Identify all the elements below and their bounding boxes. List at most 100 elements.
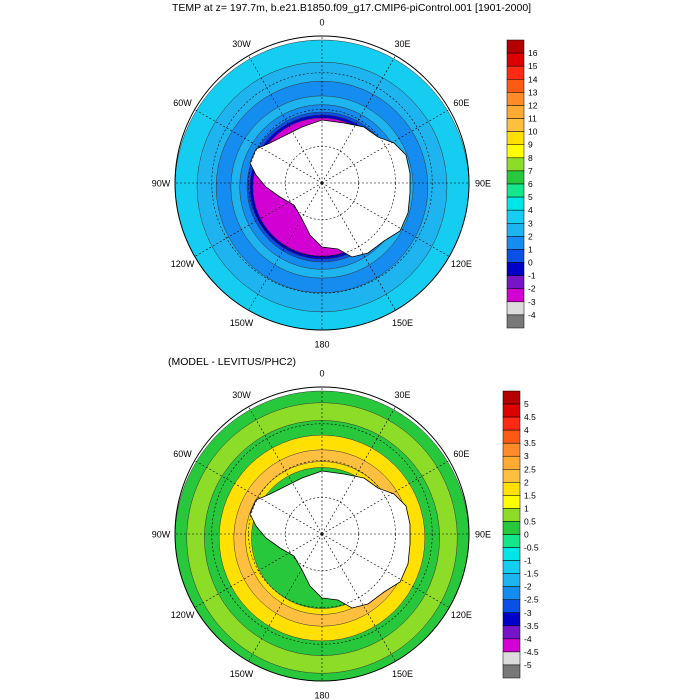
bottom-lon-label: 90E [475, 530, 491, 540]
top-colorbar-label: 4 [528, 205, 533, 215]
bottom-colorbar-box [502, 625, 521, 640]
top-colorbar-label: 2 [528, 231, 533, 241]
top-colorbar-box [506, 170, 525, 185]
bottom-colorbar-box [502, 508, 521, 522]
bottom-meridian-10 [194, 460, 323, 535]
bottom-colorbar-box [502, 573, 521, 587]
top-colorbar-box [506, 92, 525, 106]
top-colorbar-box [506, 39, 525, 54]
top-lon-label: 30W [232, 39, 251, 49]
top-colorbar-label: 16 [528, 48, 538, 58]
top-colorbar-box [506, 275, 525, 289]
top-lon-label: 180 [314, 340, 329, 350]
top-colorbar-box [506, 105, 525, 119]
bottom-colorbar-box [502, 429, 521, 444]
bottom-colorbar-box [502, 469, 521, 483]
bottom-colorbar-label: 1.5 [524, 490, 536, 500]
top-colorbar-box [506, 183, 525, 198]
bottom-colorbar-label: -3 [524, 608, 532, 618]
bottom-meridian-1 [321, 406, 396, 535]
top-colorbar-box [506, 223, 525, 237]
top-colorbar-box [506, 157, 525, 172]
top-colorbar-label: -3 [528, 297, 536, 307]
bottom-colorbar-label: -3.5 [524, 621, 539, 631]
bottom-colorbar-label: 2 [524, 477, 529, 487]
bottom-colorbar-box [502, 599, 521, 614]
top-colorbar-label: 14 [528, 74, 538, 84]
bottom-colorbar-box [502, 547, 521, 561]
bottom-colorbar-label: 5 [524, 399, 529, 409]
top-lon-label: 60W [173, 98, 192, 108]
bottom-meridian-7 [248, 533, 323, 662]
top-meridian-5 [321, 182, 396, 311]
bottom-colorbar-box [502, 482, 521, 496]
top-lon-label: 90W [152, 179, 171, 189]
top-colorbar-label: 5 [528, 192, 533, 202]
bottom-colorbar-box [502, 638, 521, 653]
bottom-border [174, 386, 470, 682]
top-lon-label: 0 [319, 18, 324, 28]
bottom-colorbar: 5 4.5 4 3.5 3 2.5 2 1.5 1 0.5 0 -0.5 -1 -1.5 -2 -2.5 -3 -… [502, 390, 539, 679]
bottom-colorbar-label: 1 [524, 503, 529, 513]
top-colorbar-label: 3 [528, 218, 533, 228]
bottom-colorbar-box [502, 403, 521, 418]
bottom-colorbar-box [502, 612, 521, 627]
bottom-lon-label: 30E [394, 390, 410, 400]
top-colorbar-label: 7 [528, 166, 533, 176]
top-meridian-10 [194, 109, 323, 184]
bottom-lon-label: 60E [453, 449, 469, 459]
top-meridian-2 [321, 109, 450, 184]
top-meridian-11 [248, 55, 323, 184]
bottom-meridian-8 [194, 533, 323, 608]
top-colorbar-label: -1 [528, 271, 536, 281]
bottom-colorbar-label: -1 [524, 556, 532, 566]
bottom-colorbar-box [502, 521, 521, 535]
bottom-colorbar-label: 3.5 [524, 438, 536, 448]
top-colorbar-box [506, 249, 525, 263]
bottom-colorbar-label: 0.5 [524, 516, 536, 526]
top-colorbar-label: 0 [528, 258, 533, 268]
bottom-antarctica [249, 470, 411, 609]
top-colorbar-box [506, 52, 525, 67]
bottom-meridian-11 [248, 406, 323, 535]
top-colorbar-label: 10 [528, 127, 538, 137]
top-colorbar-box [506, 314, 525, 329]
bottom-meridian-4 [321, 533, 450, 608]
top-colorbar-box [506, 196, 525, 211]
top-lon-label: 30E [394, 39, 410, 49]
bottom-colorbar-label: -4.5 [524, 647, 539, 657]
top-lon-label: 150W [230, 318, 254, 328]
bottom-colorbar-box [502, 455, 521, 470]
bottom-lon-label: 0 [319, 369, 324, 379]
top-lon-label: 120W [171, 259, 195, 269]
top-meridian-8 [194, 182, 323, 257]
top-colorbar-label: -2 [528, 284, 536, 294]
bottom-colorbar-box [502, 390, 521, 405]
bottom-colorbar-box [502, 586, 521, 600]
bottom-meridian-2 [321, 460, 450, 535]
top-colorbar-label: 11 [528, 114, 537, 124]
top-lon-label: 150E [392, 318, 413, 328]
top-map: 030E60E90E120E150E180150W120W90W60W30W16… [152, 18, 538, 350]
top-colorbar-label: 15 [528, 61, 538, 71]
bottom-lon-label: 150E [392, 669, 413, 679]
bottom-colorbar-label: -1.5 [524, 569, 539, 579]
bottom-meridian-5 [321, 533, 396, 662]
bottom-colorbar-label: 4.5 [524, 412, 536, 422]
top-colorbar-label: 6 [528, 179, 533, 189]
bottom-colorbar-box [502, 560, 521, 574]
bottom-map-title: (MODEL - LEVITUS/PHC2) [168, 356, 296, 368]
top-antarctica [249, 119, 411, 258]
top-lat-circle-2 [211, 72, 433, 294]
bottom-colorbar-label: -0.5 [524, 543, 539, 553]
bottom-colorbar-label: 4 [524, 425, 529, 435]
top-colorbar-box [506, 79, 525, 93]
bottom-colorbar-label: -2.5 [524, 595, 539, 605]
bottom-colorbar-label: 0 [524, 530, 529, 540]
top-meridian-1 [321, 55, 396, 184]
top-colorbar-label: -4 [528, 310, 536, 320]
bottom-colorbar-label: -2 [524, 582, 532, 592]
bottom-lat-circle-2 [211, 423, 433, 645]
bottom-colorbar-label: -4 [524, 634, 532, 644]
